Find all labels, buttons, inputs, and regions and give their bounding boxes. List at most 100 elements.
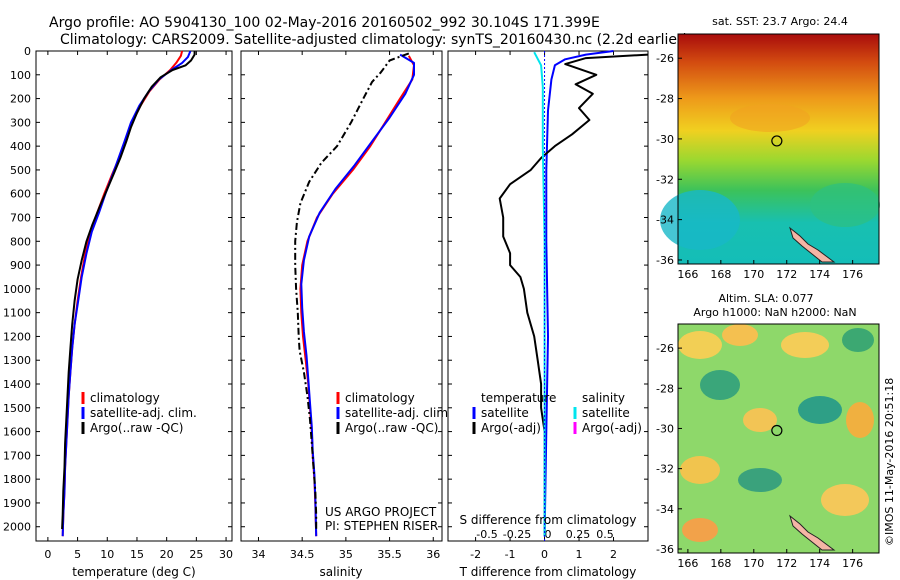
difference-top-xticks: -0.5 -0.25 0 0.25 0.5 — [476, 528, 613, 541]
map-y-tick-label: -26 — [656, 342, 674, 355]
y-tick-label: 200 — [10, 93, 31, 106]
map-x-tick-label: 176 — [842, 268, 863, 281]
imos-timestamp: ©IMOS 11-May-2016 20:51:18 — [883, 378, 896, 546]
series-line-argo-adj- — [498, 53, 649, 537]
temperature-axes-frame — [35, 50, 233, 542]
series-line-argo-raw-qc- — [294, 52, 410, 530]
sst-map-title: sat. SST: 23.7 Argo: 24.4 — [712, 15, 848, 28]
temperature-xlabel: temperature (deg C) — [72, 565, 195, 579]
map-x-tick-label: 166 — [677, 557, 698, 570]
legend-group-temperature: temperature — [481, 391, 556, 405]
project-annotation: US ARGO PROJECT — [325, 505, 437, 519]
y-tick-label: 900 — [10, 259, 31, 272]
y-tick-label: 800 — [10, 235, 31, 248]
legend-satellite: satellite-adj. clim. — [90, 406, 197, 420]
map-x-tick-label: 170 — [743, 557, 764, 570]
sla-map: Altim. SLA: 0.077 Argo h1000: NaN h2000:… — [656, 292, 880, 570]
series-line-argo-raw-qc- — [61, 51, 196, 530]
map-x-tick-label: 172 — [776, 557, 797, 570]
salinity-xticks: 34 34.5 35 35.5 36 — [251, 51, 440, 561]
map-x-tick-label: 170 — [743, 268, 764, 281]
y-tick-label: 100 — [10, 69, 31, 82]
argo-position-marker — [771, 135, 783, 147]
sla-low-patch — [842, 328, 874, 352]
map-y-tick-label: -34 — [656, 503, 674, 516]
difference-top-xlabel: S difference from climatology — [460, 513, 637, 527]
map-y-tick-label: -28 — [656, 93, 674, 106]
x-tick-label: 36 — [426, 548, 440, 561]
y-tick-label: 700 — [10, 212, 31, 225]
sla-field — [678, 324, 879, 553]
sla-high-patch — [722, 324, 758, 346]
x-tick-label: 0 — [44, 548, 51, 561]
y-tick-label: 1300 — [3, 354, 31, 367]
x-tick-label: 25 — [189, 548, 203, 561]
argo-position-marker — [771, 424, 783, 437]
sla-high-patch — [821, 484, 869, 516]
sst-warm-tongue — [730, 104, 810, 132]
series-line-satellite — [543, 50, 614, 537]
x-tick-label: 5 — [74, 548, 81, 561]
map-x-tick-label: 166 — [677, 268, 698, 281]
x-tick-label: 20 — [160, 548, 174, 561]
sla-high-patch — [680, 456, 720, 484]
x-tick-label: 10 — [100, 548, 114, 561]
legend-argo: Argo(..raw -QC) — [90, 421, 183, 435]
salinity-legend: climatology satellite-adj. clim. Argo(..… — [336, 391, 452, 435]
temperature-series — [61, 50, 196, 537]
x-tick-label: 30 — [219, 548, 233, 561]
sla-map-title: Altim. SLA: 0.077 — [718, 292, 813, 305]
sla-map-ticks: 166 168 170 172 174 176 -26 -28 -30 -32 -34 -36 — [656, 342, 863, 570]
map-y-tick-label: -30 — [656, 133, 674, 146]
sla-low-patch — [700, 370, 740, 400]
new-caledonia-landmass — [789, 514, 836, 551]
sla-high-patch — [678, 331, 722, 359]
map-x-tick-label: 174 — [809, 268, 830, 281]
y-tick-label: 500 — [10, 164, 31, 177]
y-tick-label: 1200 — [3, 330, 31, 343]
sla-high-patch — [846, 402, 874, 438]
x-tick-label: 34 — [251, 548, 265, 561]
legend-satellite: satellite-adj. clim. — [345, 406, 452, 420]
figure-title-line2: Climatology: CARS2009. Satellite-adjuste… — [60, 32, 688, 48]
sst-cool-patch — [810, 183, 880, 227]
y-tick-label: 1900 — [3, 497, 31, 510]
difference-series — [498, 50, 649, 541]
difference-yticks — [448, 50, 648, 528]
sla-low-patch — [738, 468, 782, 492]
x-tick-label: 34.5 — [290, 548, 315, 561]
y-tick-label: 300 — [10, 116, 31, 129]
legend-group-salinity: salinity — [582, 391, 625, 405]
sst-map-frame — [677, 33, 880, 265]
map-y-tick-label: -34 — [656, 214, 674, 227]
top-x-tick-label: -0.5 — [476, 528, 497, 541]
map-x-tick-label: 168 — [710, 268, 731, 281]
map-y-tick-label: -32 — [656, 463, 674, 476]
new-caledonia-landmass — [789, 226, 836, 263]
x-tick-label: 35 — [339, 548, 353, 561]
x-tick-label: -2 — [470, 548, 481, 561]
legend-climatology: climatology — [90, 391, 160, 405]
difference-xlabel: T difference from climatology — [459, 565, 637, 579]
sla-map-frame — [677, 323, 880, 554]
map-y-tick-label: -36 — [656, 254, 674, 267]
y-tick-label: 1600 — [3, 426, 31, 439]
difference-panel: -2 -1 0 1 2 -0.5 -0.25 0 0.25 0.5 temperature sa… — [447, 50, 649, 579]
temperature-xticks: 0 5 10 15 20 25 30 — [44, 51, 233, 561]
y-tick-label: 1400 — [3, 378, 31, 391]
temperature-legend: climatology satellite-adj. clim. Argo(..… — [81, 391, 197, 435]
y-tick-label: 1000 — [3, 283, 31, 296]
x-tick-label: 2 — [610, 548, 617, 561]
temperature-yticks: 0 100 200 300 400 500 600 700 800 900 1000 1100 1200… — [3, 45, 232, 534]
map-x-tick-label: 174 — [809, 557, 830, 570]
y-tick-label: 1500 — [3, 402, 31, 415]
y-tick-label: 0 — [24, 45, 31, 58]
legend-t-argo: Argo(-adj) — [481, 421, 541, 435]
y-tick-label: 1800 — [3, 473, 31, 486]
temperature-panel: 0100200300400500600700800900100011001200… — [3, 45, 233, 579]
difference-legend: temperature salinity satellite Argo(-adj… — [472, 391, 642, 435]
top-x-tick-label: -0.25 — [503, 528, 531, 541]
map-y-tick-label: -30 — [656, 422, 674, 435]
map-y-tick-label: -26 — [656, 52, 674, 65]
